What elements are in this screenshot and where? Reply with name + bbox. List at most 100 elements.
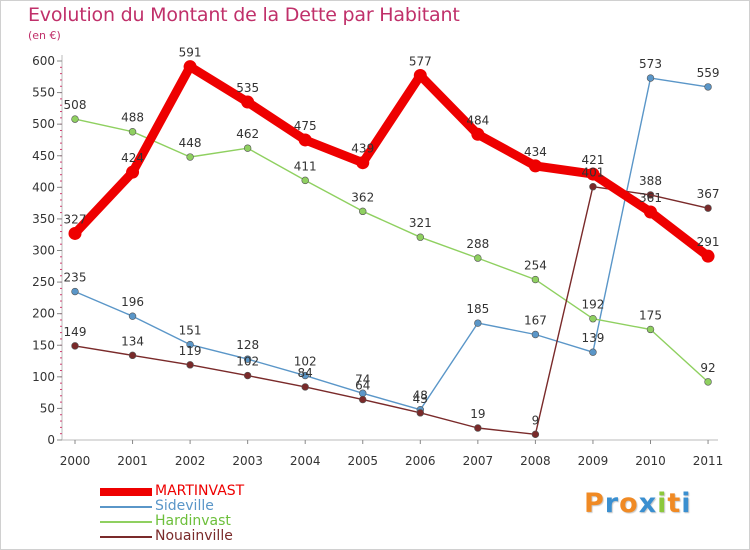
data-label-martinvast: 421 (581, 153, 604, 167)
data-point-sideville (646, 74, 655, 82)
data-label-sideville: 196 (121, 295, 144, 309)
data-label-sideville: 235 (64, 271, 87, 285)
x-tick-label: 2004 (290, 454, 321, 468)
data-label-martinvast: 484 (466, 113, 489, 127)
data-point-sideville (243, 355, 252, 363)
data-label-hardinvast: 321 (409, 216, 432, 230)
data-point-hardinvast (243, 144, 252, 152)
data-point-martinvast (241, 95, 255, 109)
x-tick-label: 2001 (117, 454, 148, 468)
data-point-nouainville (71, 342, 79, 350)
y-tick-label: 400 (32, 180, 55, 194)
data-label-martinvast: 327 (64, 212, 87, 226)
data-point-sideville (71, 287, 79, 296)
proxiti-logo: Proxiti (584, 488, 692, 519)
data-point-nouainville (646, 191, 655, 199)
data-point-sideville (128, 312, 137, 320)
data-point-martinvast (68, 226, 82, 240)
data-label-nouainville: 9 (532, 413, 540, 427)
data-label-martinvast: 475 (294, 119, 317, 133)
x-tick-label: 2003 (232, 454, 263, 468)
data-label-hardinvast: 254 (524, 259, 547, 273)
data-point-nouainville (416, 409, 424, 417)
data-label-sideville: 102 (294, 355, 317, 369)
data-point-martinvast (528, 159, 542, 173)
axes: 0 50 100 150 200 250 300 350 400 450 500 550 600 2000… (32, 54, 723, 468)
legend-swatch (100, 536, 152, 538)
data-point-nouainville (474, 424, 482, 432)
data-label-martinvast: 291 (697, 235, 720, 249)
data-point-sideville (474, 319, 482, 327)
data-label-nouainville: 388 (639, 174, 662, 188)
data-point-nouainville (186, 361, 194, 369)
data-point-martinvast (471, 127, 485, 141)
line-chart: 0 50 100 150 200 250 300 350 400 450 500 550 600 2000… (32, 46, 723, 468)
data-label-martinvast: 424 (121, 151, 144, 165)
data-label-nouainville: 84 (298, 366, 313, 380)
data-label-nouainville: 134 (121, 334, 144, 348)
data-point-hardinvast (186, 153, 194, 161)
data-label-hardinvast: 411 (294, 159, 317, 173)
data-point-nouainville (531, 430, 540, 439)
data-label-sideville: 151 (179, 324, 202, 338)
x-tick-label: 2010 (635, 454, 666, 468)
data-label-nouainville: 102 (236, 355, 259, 369)
x-tick-label: 2011 (693, 454, 724, 468)
data-label-sideville: 185 (466, 302, 489, 316)
y-tick-label: 50 (40, 401, 55, 415)
data-label-martinvast: 535 (236, 81, 259, 95)
data-point-sideville (531, 330, 540, 339)
data-point-martinvast (356, 156, 370, 170)
data-label-nouainville: 43 (413, 392, 428, 406)
x-tick-label: 2002 (175, 454, 206, 468)
x-tick-label: 2007 (463, 454, 494, 468)
data-label-martinvast: 434 (524, 145, 547, 159)
data-label-martinvast: 577 (409, 55, 432, 69)
data-point-nouainville (704, 204, 712, 212)
series-line-sideville (74, 77, 709, 411)
x-tick-label: 2005 (347, 454, 378, 468)
y-tick-label: 200 (32, 307, 55, 321)
chart-subtitle: (en €) (28, 29, 61, 42)
y-tick-label: 300 (32, 244, 55, 258)
legend-swatch (100, 488, 152, 496)
data-label-martinvast: 439 (351, 142, 374, 156)
data-point-sideville (301, 371, 309, 380)
y-tick-label: 450 (32, 149, 55, 163)
data-label-nouainville: 119 (179, 344, 202, 358)
series-line-nouainville (74, 186, 709, 435)
data-label-martinvast: 591 (179, 46, 202, 60)
x-tick-label: 2009 (578, 454, 609, 468)
legend-swatch (100, 521, 152, 523)
y-tick-label: 0 (47, 433, 55, 447)
data-label-hardinvast: 362 (351, 190, 374, 204)
data-label-hardinvast: 508 (64, 98, 87, 112)
y-tick-label: 550 (32, 86, 55, 100)
legend-label: Sideville (155, 498, 214, 514)
legend-label: Hardinvast (155, 513, 231, 529)
x-tick-label: 2008 (520, 454, 551, 468)
data-labels: 3274245915354754395774844344213612912351… (64, 46, 720, 428)
y-tick-label: 500 (32, 117, 55, 131)
y-tick-label: 600 (32, 54, 55, 68)
data-point-nouainville (301, 383, 309, 391)
data-label-nouainville: 64 (355, 379, 370, 393)
data-point-nouainville (128, 351, 137, 360)
data-label-hardinvast: 288 (466, 237, 489, 251)
data-label-nouainville: 401 (581, 166, 604, 180)
data-point-nouainville (359, 395, 367, 404)
data-point-martinvast (126, 165, 140, 179)
data-label-hardinvast: 175 (639, 308, 662, 322)
data-label-martinvast: 361 (639, 191, 662, 205)
y-tick-label: 250 (32, 275, 55, 289)
data-point-hardinvast (646, 325, 655, 334)
data-label-hardinvast: 448 (179, 136, 202, 150)
data-point-hardinvast (128, 128, 137, 136)
chart-title: Evolution du Montant de la Dette par Hab… (28, 4, 460, 26)
data-label-sideville: 167 (524, 314, 547, 328)
data-point-hardinvast (359, 207, 367, 216)
data-label-nouainville: 367 (697, 187, 720, 201)
data-label-sideville: 139 (581, 331, 604, 345)
legend-label: Nouainville (155, 528, 233, 544)
